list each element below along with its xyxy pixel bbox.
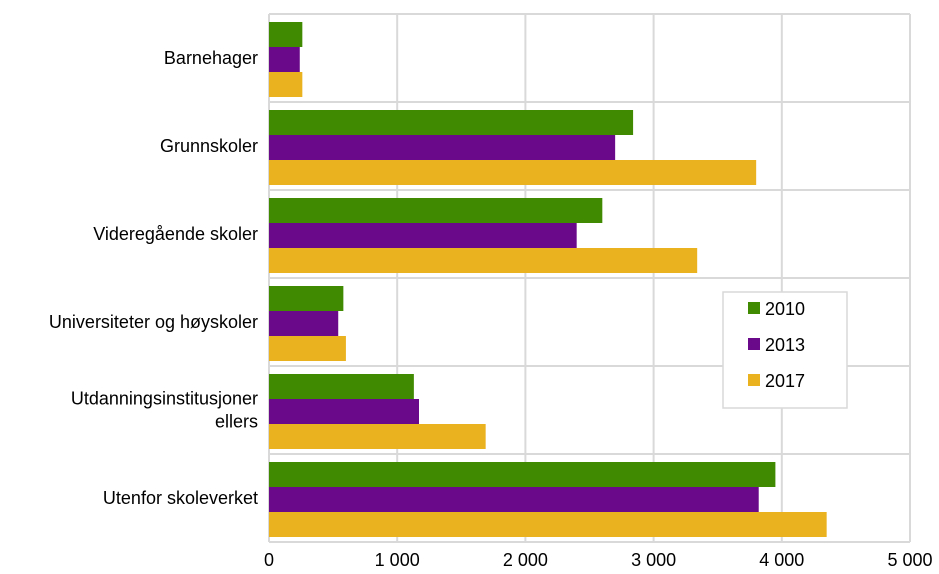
legend-box (722, 291, 848, 409)
bar-2017-4 (269, 424, 486, 449)
x-tick-label-2: 2 000 (503, 550, 548, 570)
category-label-4-0: Utdanningsinstitusjoner (71, 389, 258, 409)
legend-swatch-2017 (748, 374, 760, 386)
grid (268, 13, 911, 543)
bar-2017-3 (269, 336, 346, 361)
x-tick-label-1: 1 000 (375, 550, 420, 570)
bar-2010-0 (269, 22, 303, 47)
bar-2010-3 (269, 286, 344, 311)
legend-swatch-2010 (748, 302, 760, 314)
legend-label-2010: 2010 (765, 299, 805, 319)
category-label-5-0: Utenfor skoleverket (103, 488, 258, 508)
x-tick-label-0: 0 (264, 550, 274, 570)
category-labels: Barnehager Grunnskoler Videregående skoler… (49, 48, 258, 508)
bar-2010-5 (269, 462, 776, 487)
category-label-4-1: ellers (215, 412, 258, 432)
x-axis-tick-labels: 0 1 000 2 000 3 000 4 000 5 000 (264, 550, 933, 570)
bar-2017-5 (269, 512, 827, 537)
category-label-0-0: Barnehager (164, 48, 258, 68)
bar-2010-2 (269, 198, 603, 223)
x-tick-label-3: 3 000 (631, 550, 676, 570)
bar-2017-0 (269, 72, 303, 97)
bar-2017-2 (269, 248, 698, 273)
x-tick-label-4: 4 000 (759, 550, 804, 570)
legend-swatch-2013 (748, 338, 760, 350)
bar-2013-5 (269, 487, 759, 512)
bar-2013-2 (269, 223, 577, 248)
bar-2013-0 (269, 47, 300, 72)
bar-2017-1 (269, 160, 757, 185)
bar-2013-3 (269, 311, 339, 336)
legend-label-2017: 2017 (765, 371, 805, 391)
bar-2013-1 (269, 135, 616, 160)
category-label-1-0: Grunnskoler (160, 136, 258, 156)
legend: 2010 2013 2017 (722, 291, 848, 409)
bar-2013-4 (269, 399, 419, 424)
x-tick-label-5: 5 000 (887, 550, 932, 570)
category-label-2-0: Videregående skoler (93, 224, 258, 244)
legend-label-2013: 2013 (765, 335, 805, 355)
bar-2010-4 (269, 374, 414, 399)
category-label-3-0: Universiteter og høyskoler (49, 312, 258, 332)
bar-2010-1 (269, 110, 634, 135)
bars (269, 22, 827, 537)
